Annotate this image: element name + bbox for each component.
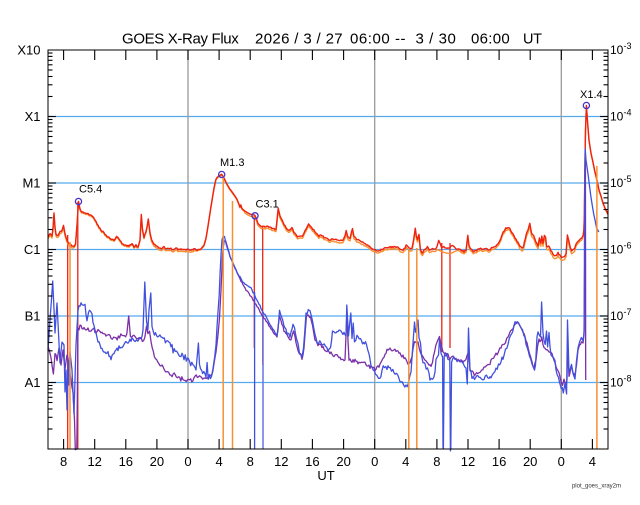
svg-text:16: 16 <box>492 454 506 469</box>
svg-text:-4: -4 <box>624 108 632 118</box>
svg-text:2026 / 3 / 27: 2026 / 3 / 27 <box>255 30 343 47</box>
svg-text:plot_goes_xray2m: plot_goes_xray2m <box>572 484 621 490</box>
svg-text:8: 8 <box>433 454 440 469</box>
svg-text:UT: UT <box>523 31 542 47</box>
svg-text:-6: -6 <box>624 241 632 251</box>
svg-text:06:00 -- 3 / 30: 06:00 -- 3 / 30 <box>350 30 456 47</box>
svg-text:-7: -7 <box>624 307 632 317</box>
svg-text:C1: C1 <box>24 242 41 257</box>
svg-text:4: 4 <box>589 454 596 469</box>
svg-text:20: 20 <box>150 454 164 469</box>
svg-text:0: 0 <box>371 454 378 469</box>
svg-text:16: 16 <box>119 454 133 469</box>
svg-text:C5.4: C5.4 <box>79 184 102 196</box>
svg-text:10: 10 <box>610 43 624 57</box>
svg-text:A1: A1 <box>25 375 41 390</box>
svg-text:8: 8 <box>60 454 67 469</box>
svg-text:10: 10 <box>610 176 624 190</box>
svg-text:-3: -3 <box>624 41 632 51</box>
svg-text:M1.3: M1.3 <box>220 157 244 169</box>
svg-text:10: 10 <box>610 309 624 323</box>
svg-text:12: 12 <box>461 454 475 469</box>
svg-text:X1.4: X1.4 <box>580 89 603 101</box>
svg-text:-8: -8 <box>624 374 632 384</box>
svg-text:10: 10 <box>610 110 624 124</box>
svg-text:20: 20 <box>523 454 537 469</box>
svg-text:12: 12 <box>87 454 101 469</box>
svg-text:B1: B1 <box>25 309 41 324</box>
svg-text:M1: M1 <box>22 176 40 191</box>
svg-text:4: 4 <box>215 454 222 469</box>
svg-text:X1: X1 <box>25 109 41 124</box>
svg-text:4: 4 <box>402 454 409 469</box>
svg-text:C3.1: C3.1 <box>256 199 279 211</box>
svg-text:16: 16 <box>305 454 319 469</box>
svg-text:10: 10 <box>610 376 624 390</box>
svg-text:-5: -5 <box>624 174 632 184</box>
svg-text:X10: X10 <box>17 43 40 58</box>
svg-text:0: 0 <box>184 454 191 469</box>
svg-text:12: 12 <box>274 454 288 469</box>
svg-text:8: 8 <box>247 454 254 469</box>
svg-text:06:00: 06:00 <box>471 30 510 47</box>
svg-text:20: 20 <box>336 454 350 469</box>
svg-text:10: 10 <box>610 243 624 257</box>
svg-text:0: 0 <box>558 454 565 469</box>
svg-text:UT: UT <box>317 468 334 483</box>
svg-text:GOES X-Ray Flux: GOES X-Ray Flux <box>122 30 239 47</box>
